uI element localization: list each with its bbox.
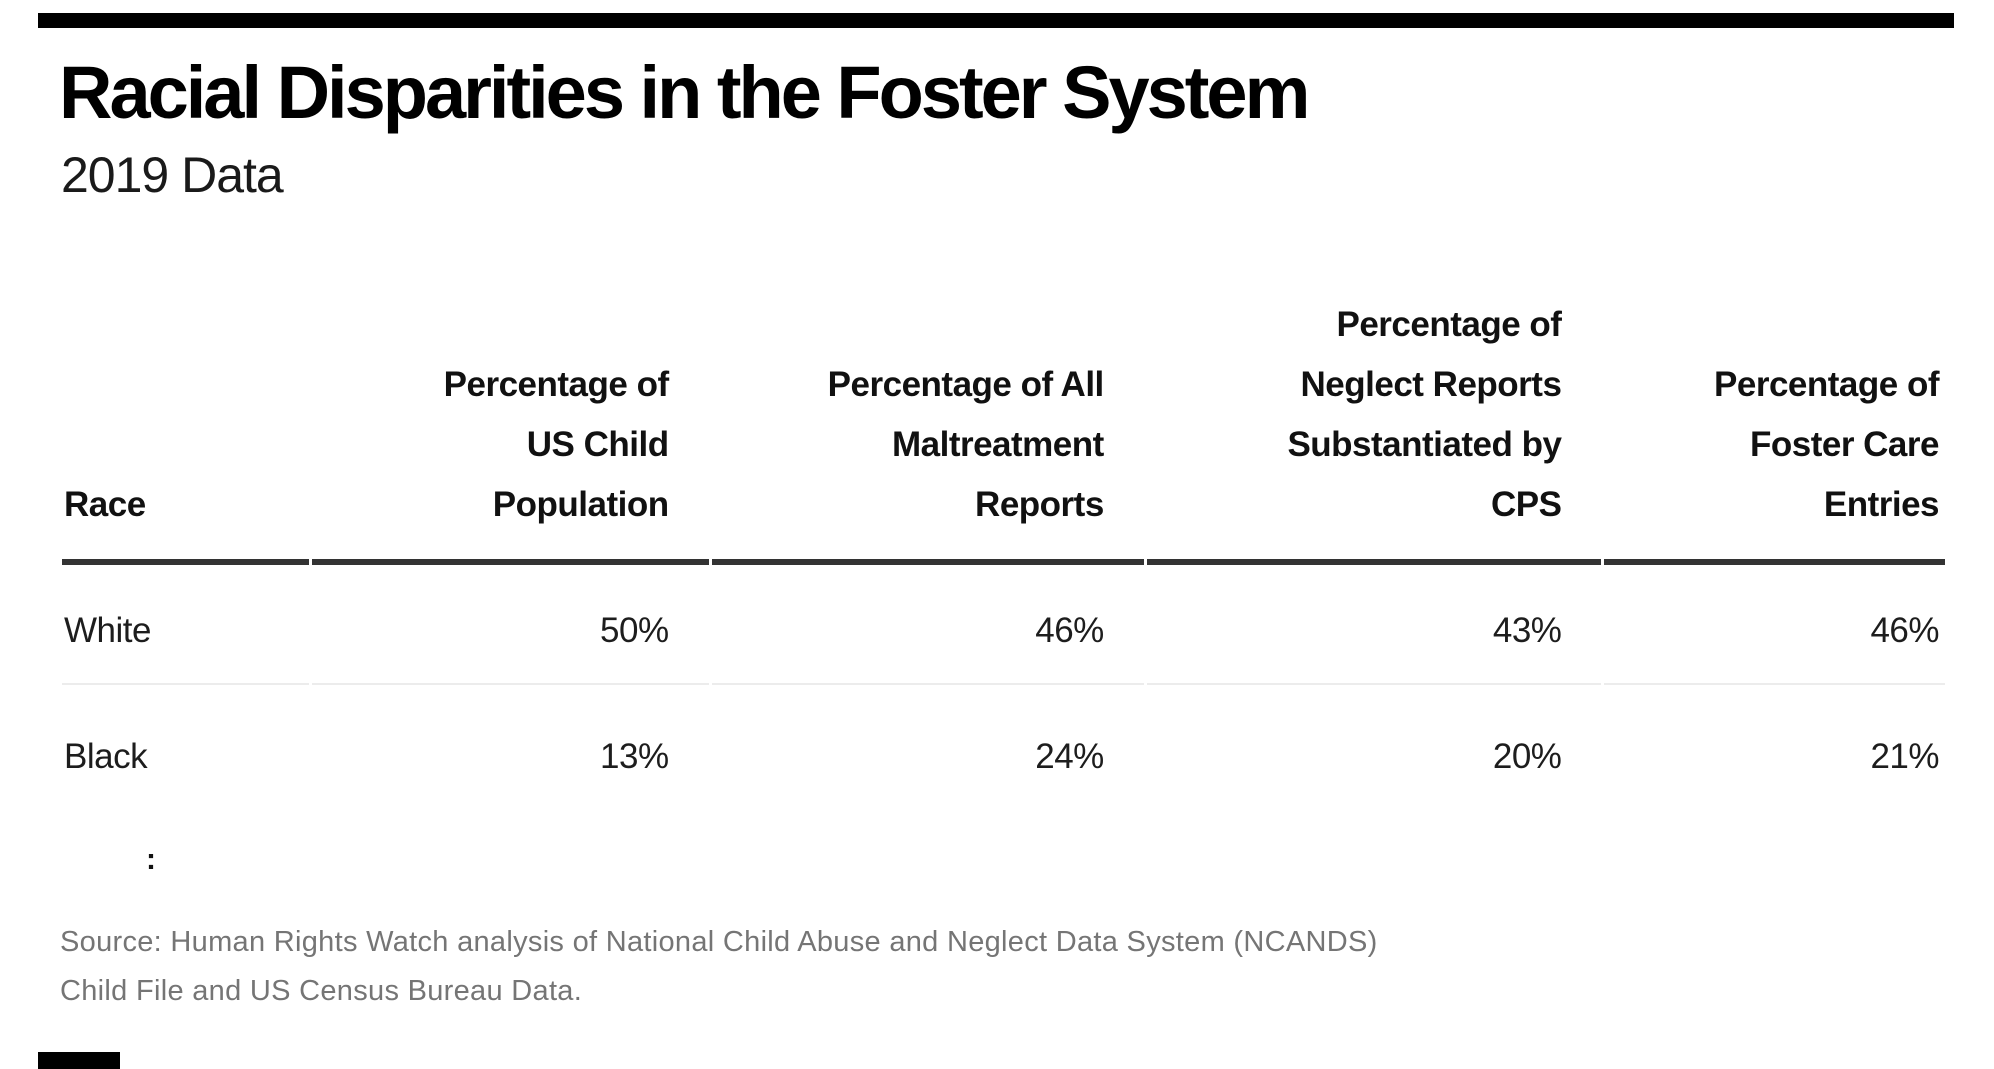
table-header-row: Race Percentage of US Child Population P… [62,295,1945,565]
column-header-us-child-population: Percentage of US Child Population [311,295,709,565]
value-cell: 24% [1035,737,1104,776]
page-title: Racial Disparities in the Foster System [59,51,1310,134]
race-cell: White [62,565,309,685]
value-cell: 20% [1492,737,1562,776]
bottom-logo-bar-fragment [38,1052,120,1069]
column-header-race: Race [62,295,309,565]
data-table: Race Percentage of US Child Population P… [59,295,1948,811]
stray-colon-text: : [146,843,156,876]
value-cell: 46% [1604,565,1945,685]
value-cell: 13% [600,737,669,776]
table-row-white: White 50% 46% 43% 46% [62,565,1945,685]
column-header-neglect-substantiated-cps: Percentage of Neglect Reports Substantia… [1146,295,1602,565]
value-cell: 21% [1870,737,1939,776]
page-subtitle: 2019 Data [61,147,284,203]
source-note: Source: Human Rights Watch analysis of N… [60,926,1378,1007]
value-cell: 46% [711,565,1144,685]
value-cell: 50% [311,565,709,685]
column-header-foster-care-entries: Percentage of Foster Care Entries [1604,295,1945,565]
value-cell: 43% [1146,565,1602,685]
table-row-black: Black 13% 24% 20% 21% [62,685,1945,811]
column-header-maltreatment-reports: Percentage of All Maltreatment Reports [711,295,1144,565]
race-cell: Black [64,737,148,776]
top-border-bar [38,13,1954,28]
